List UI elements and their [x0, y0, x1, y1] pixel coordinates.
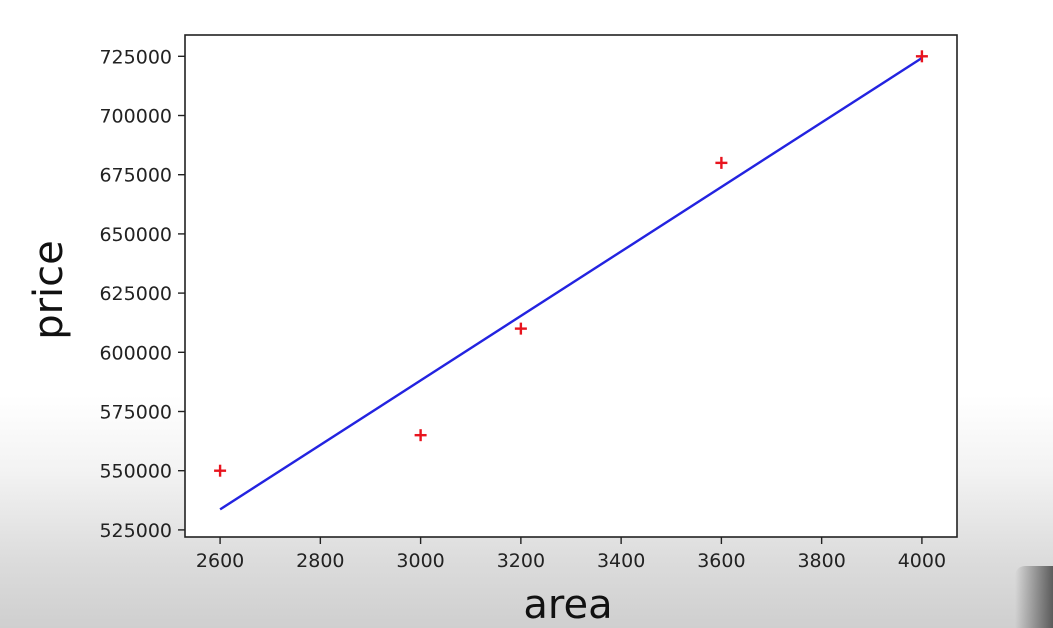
y-tick-label: 725000: [99, 46, 172, 68]
y-tick-label: 650000: [99, 224, 172, 246]
x-tick-label: 2600: [196, 550, 244, 572]
x-tick-label: 4000: [898, 550, 946, 572]
data-point-marker: [915, 50, 928, 63]
y-tick-label: 525000: [99, 520, 172, 542]
y-tick-label: 600000: [99, 342, 172, 364]
y-tick-label: 675000: [99, 165, 172, 187]
x-tick-label: 3400: [597, 550, 645, 572]
x-axis: 2600 2800 3000 3200 3400 3600 3800 4000: [196, 537, 946, 572]
x-tick-label: 3200: [497, 550, 545, 572]
series-layer: [214, 50, 928, 511]
data-point-marker: [514, 322, 527, 335]
data-point-marker: [414, 429, 427, 442]
y-axis: 525000 550000 575000 600000 625000 650000 6750…: [99, 46, 185, 542]
x-tick-label: 3600: [697, 550, 745, 572]
y-tick-label: 625000: [99, 283, 172, 305]
x-tick-label: 3000: [396, 550, 444, 572]
y-axis-title: price: [26, 240, 72, 340]
regression-line: [219, 56, 923, 511]
y-tick-label: 575000: [99, 402, 172, 424]
x-axis-title: area: [523, 582, 612, 628]
y-tick-label: 700000: [99, 106, 172, 128]
data-point-marker: [214, 464, 227, 477]
x-tick-label: 2800: [296, 550, 344, 572]
data-point-marker: [715, 156, 728, 169]
x-tick-label: 3800: [797, 550, 845, 572]
y-tick-label: 550000: [99, 461, 172, 483]
corner-shadow: [1015, 566, 1053, 628]
